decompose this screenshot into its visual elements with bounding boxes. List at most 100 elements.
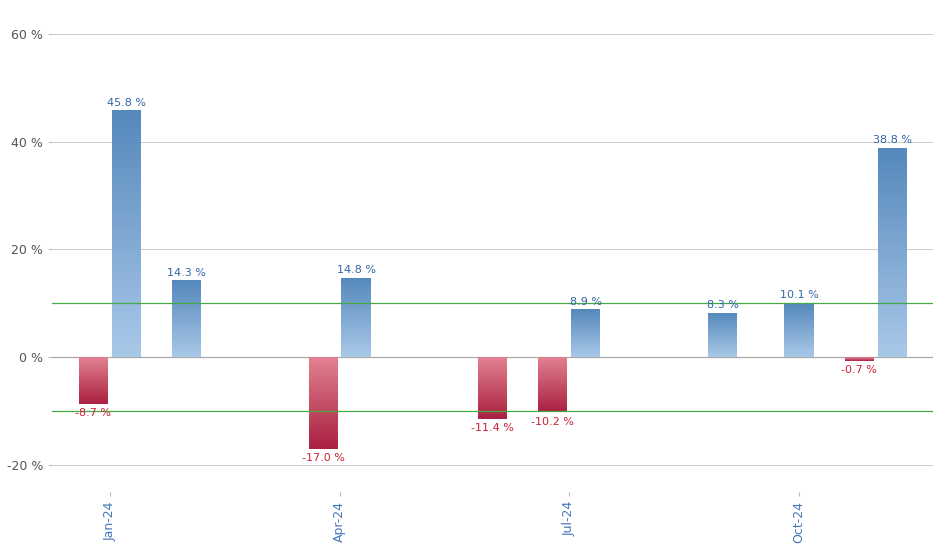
Bar	[341, 353, 370, 354]
Bar	[478, 393, 508, 394]
Bar	[79, 362, 108, 363]
Bar	[79, 359, 108, 360]
Bar	[785, 343, 814, 344]
Bar	[785, 306, 814, 307]
Bar	[708, 330, 737, 331]
Bar	[708, 351, 737, 352]
Bar	[572, 338, 601, 339]
Bar	[79, 396, 108, 397]
Bar	[878, 318, 907, 321]
Bar	[112, 209, 141, 212]
Bar	[785, 321, 814, 322]
Bar	[785, 319, 814, 320]
Bar	[79, 361, 108, 362]
Text: 8.9 %: 8.9 %	[570, 296, 602, 306]
Bar	[172, 337, 201, 338]
Bar	[785, 346, 814, 347]
Bar	[308, 441, 337, 442]
Bar	[572, 334, 601, 335]
Bar	[539, 396, 568, 397]
Bar	[172, 348, 201, 349]
Bar	[878, 344, 907, 347]
Bar	[308, 424, 337, 425]
Bar	[112, 228, 141, 231]
Bar	[112, 246, 141, 249]
Bar	[785, 355, 814, 356]
Bar	[539, 371, 568, 372]
Bar	[172, 336, 201, 337]
Bar	[572, 310, 601, 311]
Bar	[79, 377, 108, 378]
Bar	[308, 436, 337, 437]
Bar	[572, 335, 601, 336]
Bar	[539, 389, 568, 390]
Bar	[878, 156, 907, 158]
Bar	[112, 329, 141, 333]
Bar	[785, 315, 814, 316]
Bar	[878, 200, 907, 203]
Bar	[172, 338, 201, 339]
Bar	[539, 362, 568, 363]
Text: 38.8 %: 38.8 %	[872, 135, 912, 145]
Bar	[572, 327, 601, 328]
Bar	[708, 353, 737, 354]
Bar	[79, 400, 108, 402]
Bar	[708, 352, 737, 353]
Bar	[878, 347, 907, 349]
Bar	[79, 387, 108, 388]
Bar	[341, 282, 370, 283]
Bar	[785, 341, 814, 342]
Bar	[308, 396, 337, 397]
Bar	[878, 242, 907, 245]
Bar	[341, 323, 370, 324]
Bar	[785, 345, 814, 346]
Bar	[539, 380, 568, 381]
Bar	[478, 379, 508, 380]
Bar	[785, 322, 814, 323]
Bar	[572, 323, 601, 324]
Bar	[308, 421, 337, 422]
Bar	[478, 390, 508, 391]
Bar	[112, 293, 141, 295]
Bar	[478, 407, 508, 408]
Bar	[539, 404, 568, 405]
Bar	[172, 288, 201, 289]
Bar	[572, 317, 601, 318]
Bar	[308, 405, 337, 406]
Bar	[172, 326, 201, 327]
Bar	[708, 338, 737, 339]
Bar	[785, 348, 814, 349]
Bar	[341, 295, 370, 296]
Bar	[478, 360, 508, 361]
Bar	[708, 342, 737, 343]
Bar	[341, 338, 370, 339]
Bar	[539, 403, 568, 404]
Bar	[172, 351, 201, 353]
Bar	[539, 361, 568, 362]
Bar	[341, 321, 370, 322]
Bar	[341, 307, 370, 309]
Bar	[572, 352, 601, 353]
Bar	[878, 328, 907, 331]
Bar	[112, 249, 141, 252]
Bar	[341, 293, 370, 294]
Bar	[112, 147, 141, 151]
Bar	[172, 335, 201, 336]
Bar	[878, 263, 907, 266]
Bar	[785, 353, 814, 354]
Bar	[308, 377, 337, 378]
Bar	[708, 323, 737, 324]
Bar	[478, 412, 508, 414]
Bar	[172, 292, 201, 293]
Bar	[572, 354, 601, 355]
Bar	[112, 132, 141, 135]
Bar	[341, 299, 370, 300]
Bar	[785, 307, 814, 309]
Bar	[112, 166, 141, 169]
Bar	[308, 431, 337, 432]
Bar	[79, 390, 108, 391]
Bar	[478, 417, 508, 418]
Bar	[878, 185, 907, 188]
Bar	[79, 376, 108, 377]
Bar	[112, 135, 141, 138]
